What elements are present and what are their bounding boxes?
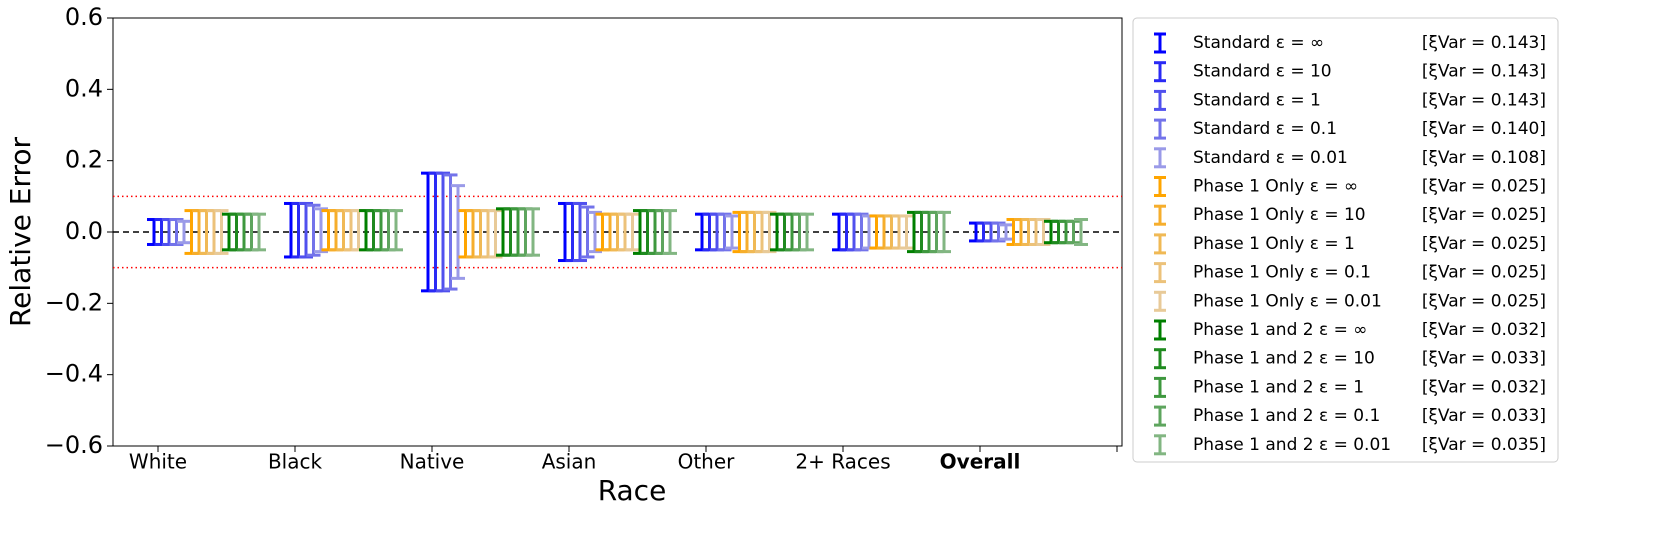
x-tick-label: 2+ Races	[795, 450, 890, 474]
legend-note: [ξVar = 0.143]	[1422, 62, 1546, 82]
legend-label: Standard ε = 10	[1193, 62, 1332, 82]
x-axis-label: Race	[598, 474, 667, 507]
legend-label: Standard ε = 0.1	[1193, 119, 1337, 139]
y-axis-label: Relative Error	[4, 136, 37, 327]
legend-label: Standard ε = 0.01	[1193, 148, 1348, 168]
legend-note: [ξVar = 0.032]	[1422, 377, 1546, 397]
x-tick-label: Overall	[940, 450, 1021, 474]
legend-label: Standard ε = 1	[1193, 90, 1321, 110]
legend-note: [ξVar = 0.033]	[1422, 406, 1546, 426]
legend-note: [ξVar = 0.033]	[1422, 349, 1546, 369]
legend-label: Phase 1 Only ε = 10	[1193, 205, 1366, 225]
y-tick-label: 0.4	[65, 74, 103, 102]
legend-note: [ξVar = 0.140]	[1422, 119, 1546, 139]
legend-label: Phase 1 and 2 ε = 1	[1193, 377, 1364, 397]
y-tick-label: 0.0	[65, 217, 103, 245]
legend-note: [ξVar = 0.025]	[1422, 234, 1546, 254]
y-tick-label: −0.6	[45, 431, 103, 459]
legend-label: Phase 1 Only ε = 0.1	[1193, 263, 1371, 283]
y-tick-label: 0.6	[65, 3, 103, 31]
legend-note: [ξVar = 0.143]	[1422, 90, 1546, 110]
legend-label: Phase 1 and 2 ε = 0.01	[1193, 435, 1391, 455]
legend-note: [ξVar = 0.025]	[1422, 205, 1546, 225]
legend-label: Phase 1 Only ε = ∞	[1193, 177, 1358, 197]
x-tick-label: Asian	[542, 450, 597, 474]
legend-note: [ξVar = 0.025]	[1422, 263, 1546, 283]
y-tick-label: 0.2	[65, 146, 103, 174]
x-tick-label: Black	[268, 450, 323, 474]
legend-box	[1132, 17, 1559, 463]
legend-note: [ξVar = 0.143]	[1422, 33, 1546, 53]
y-tick-label: −0.2	[45, 288, 103, 316]
legend-note: [ξVar = 0.035]	[1422, 435, 1546, 455]
legend-note: [ξVar = 0.108]	[1422, 148, 1546, 168]
legend-label: Phase 1 Only ε = 0.01	[1193, 291, 1382, 311]
legend-note: [ξVar = 0.025]	[1422, 291, 1546, 311]
y-tick-label: −0.4	[45, 360, 103, 388]
x-tick-label: White	[129, 450, 187, 474]
x-tick-label: Native	[400, 450, 465, 474]
legend-label: Standard ε = ∞	[1193, 33, 1324, 53]
legend-label: Phase 1 and 2 ε = 0.1	[1193, 406, 1380, 426]
legend-note: [ξVar = 0.032]	[1422, 320, 1546, 340]
legend-label: Phase 1 and 2 ε = ∞	[1193, 320, 1367, 340]
legend-label: Phase 1 and 2 ε = 10	[1193, 349, 1375, 369]
legend-note: [ξVar = 0.025]	[1422, 177, 1546, 197]
legend-label: Phase 1 Only ε = 1	[1193, 234, 1355, 254]
x-tick-label: Other	[678, 450, 736, 474]
